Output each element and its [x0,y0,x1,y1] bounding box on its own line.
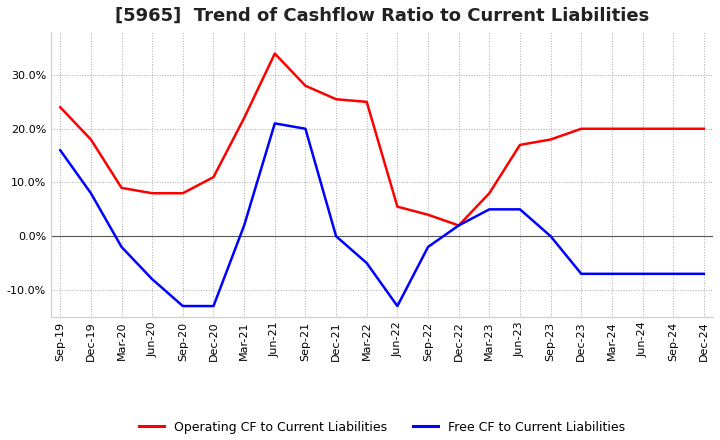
Free CF to Current Liabilities [516,207,524,212]
Operating CF to Current Liabilities [638,126,647,132]
Operating CF to Current Liabilities [485,191,494,196]
Free CF to Current Liabilities [240,223,248,228]
Operating CF to Current Liabilities [117,185,126,191]
Operating CF to Current Liabilities [332,96,341,102]
Free CF to Current Liabilities [86,191,95,196]
Free CF to Current Liabilities [271,121,279,126]
Free CF to Current Liabilities [301,126,310,132]
Operating CF to Current Liabilities [148,191,156,196]
Operating CF to Current Liabilities [86,137,95,142]
Free CF to Current Liabilities [669,271,678,276]
Operating CF to Current Liabilities [577,126,585,132]
Operating CF to Current Liabilities [179,191,187,196]
Free CF to Current Liabilities [362,260,371,266]
Free CF to Current Liabilities [117,244,126,249]
Free CF to Current Liabilities [638,271,647,276]
Operating CF to Current Liabilities [56,105,65,110]
Free CF to Current Liabilities [332,234,341,239]
Legend: Operating CF to Current Liabilities, Free CF to Current Liabilities: Operating CF to Current Liabilities, Fre… [135,416,630,439]
Line: Free CF to Current Liabilities: Free CF to Current Liabilities [60,123,704,306]
Operating CF to Current Liabilities [271,51,279,56]
Free CF to Current Liabilities [148,277,156,282]
Line: Operating CF to Current Liabilities: Operating CF to Current Liabilities [60,54,704,225]
Free CF to Current Liabilities [546,234,555,239]
Title: [5965]  Trend of Cashflow Ratio to Current Liabilities: [5965] Trend of Cashflow Ratio to Curren… [115,7,649,25]
Free CF to Current Liabilities [608,271,616,276]
Free CF to Current Liabilities [485,207,494,212]
Operating CF to Current Liabilities [210,175,218,180]
Operating CF to Current Liabilities [608,126,616,132]
Operating CF to Current Liabilities [669,126,678,132]
Free CF to Current Liabilities [393,304,402,309]
Operating CF to Current Liabilities [240,115,248,121]
Operating CF to Current Liabilities [301,83,310,88]
Free CF to Current Liabilities [454,223,463,228]
Free CF to Current Liabilities [423,244,432,249]
Operating CF to Current Liabilities [516,142,524,147]
Operating CF to Current Liabilities [362,99,371,105]
Free CF to Current Liabilities [56,147,65,153]
Free CF to Current Liabilities [577,271,585,276]
Operating CF to Current Liabilities [546,137,555,142]
Operating CF to Current Liabilities [454,223,463,228]
Operating CF to Current Liabilities [423,212,432,217]
Operating CF to Current Liabilities [700,126,708,132]
Operating CF to Current Liabilities [393,204,402,209]
Free CF to Current Liabilities [179,304,187,309]
Free CF to Current Liabilities [210,304,218,309]
Free CF to Current Liabilities [700,271,708,276]
